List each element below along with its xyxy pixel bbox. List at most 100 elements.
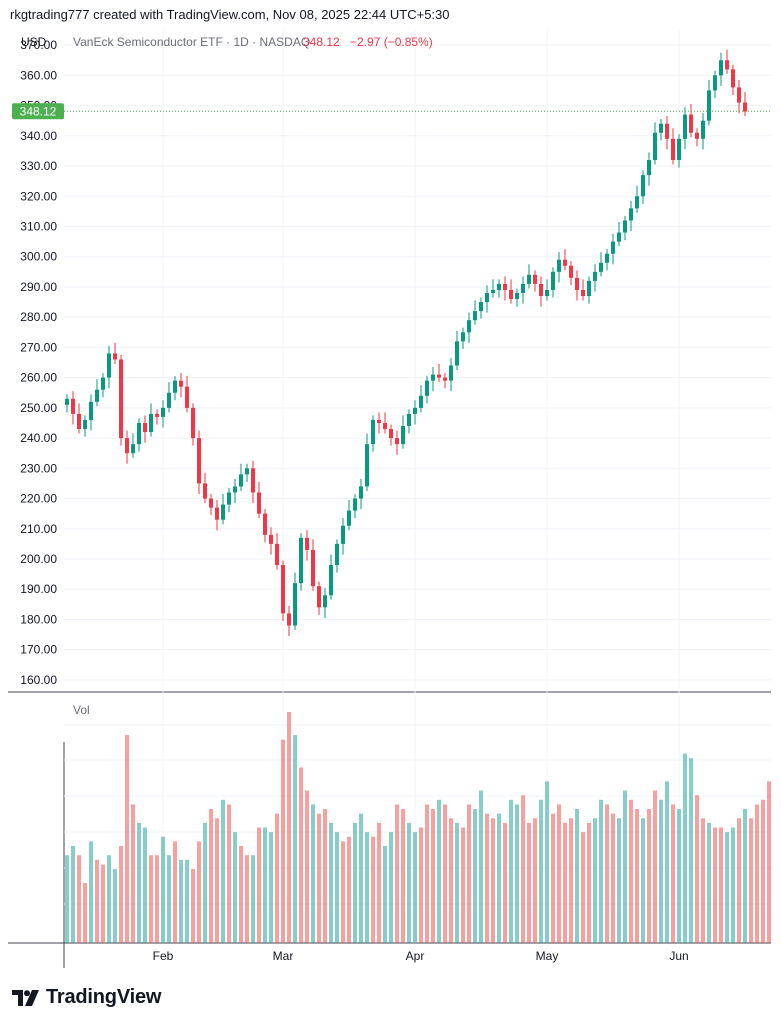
price-tag-label: 348.12 bbox=[20, 104, 57, 118]
volume-bar bbox=[509, 799, 513, 943]
y-tick-label: 290.00 bbox=[20, 280, 57, 294]
candle-body bbox=[491, 289, 495, 293]
candle-body bbox=[185, 386, 189, 408]
candle-body bbox=[701, 120, 705, 139]
price-tag bbox=[12, 103, 64, 120]
candle-body bbox=[689, 114, 693, 133]
candle-body bbox=[317, 586, 321, 608]
volume-bar bbox=[239, 845, 243, 943]
volume-bar bbox=[347, 836, 351, 943]
volume-bar bbox=[95, 859, 99, 943]
volume-bar bbox=[65, 855, 69, 943]
x-tick-label: Feb bbox=[153, 949, 174, 963]
volume-bar bbox=[491, 818, 495, 943]
candle-body bbox=[311, 549, 315, 587]
volume-bar bbox=[119, 845, 123, 943]
candle-body bbox=[149, 413, 153, 433]
price-chart[interactable]: 370.00360.00350.00340.00330.00320.00310.… bbox=[0, 0, 781, 980]
candle-body bbox=[449, 365, 453, 381]
legend-change: −2.97 (−0.85%) bbox=[350, 35, 433, 49]
volume-bar bbox=[227, 804, 231, 943]
volume-bar bbox=[677, 809, 681, 943]
volume-bar bbox=[263, 827, 267, 943]
candle-body bbox=[413, 407, 417, 414]
volume-bar bbox=[257, 827, 261, 943]
candle-body bbox=[497, 283, 501, 290]
volume-bar bbox=[455, 822, 459, 943]
candle-body bbox=[629, 208, 633, 221]
volume-bar bbox=[281, 739, 285, 943]
currency-label: USD bbox=[21, 35, 47, 49]
brand[interactable]: TradingView bbox=[12, 986, 161, 1009]
y-tick-label: 330.00 bbox=[20, 159, 57, 173]
volume-bar bbox=[527, 822, 531, 943]
legend-last-price: 348.12 bbox=[303, 35, 340, 49]
candle-body bbox=[83, 419, 87, 430]
candle-body bbox=[155, 413, 159, 417]
candle-body bbox=[437, 374, 441, 378]
candle-body bbox=[599, 262, 603, 272]
x-tick-label: Apr bbox=[406, 949, 425, 963]
volume-bar bbox=[437, 799, 441, 943]
volume-bar bbox=[359, 813, 363, 943]
volume-bar bbox=[245, 855, 249, 943]
tradingview-logo-icon bbox=[12, 989, 39, 1006]
volume-bar bbox=[179, 859, 183, 943]
volume-bar bbox=[305, 790, 309, 943]
candle-body bbox=[419, 395, 423, 408]
volume-bar bbox=[161, 836, 165, 943]
y-tick-label: 320.00 bbox=[20, 189, 57, 203]
candle-body bbox=[461, 332, 465, 342]
candle-body bbox=[563, 259, 567, 266]
candle-body bbox=[227, 492, 231, 505]
volume-bar bbox=[107, 855, 111, 943]
volume-bar bbox=[449, 818, 453, 943]
volume-bar bbox=[713, 827, 717, 943]
chart-header: rkgtrading777 created with TradingView.c… bbox=[10, 7, 450, 22]
volume-bar bbox=[557, 804, 561, 943]
candle-body bbox=[377, 419, 381, 423]
volume-bar bbox=[341, 841, 345, 943]
volume-bar bbox=[413, 832, 417, 943]
volume-bar bbox=[653, 790, 657, 943]
y-tick-label: 370.00 bbox=[20, 38, 57, 52]
volume-bar bbox=[599, 799, 603, 943]
candle-body bbox=[443, 377, 447, 381]
volume-bar bbox=[143, 827, 147, 943]
volume-bar bbox=[329, 822, 333, 943]
candle-body bbox=[173, 380, 177, 393]
volume-bar bbox=[683, 753, 687, 943]
candle-body bbox=[707, 90, 711, 121]
candle-body bbox=[581, 289, 585, 297]
volume-bar bbox=[659, 799, 663, 943]
volume-bar bbox=[539, 799, 543, 943]
volume-bar bbox=[611, 813, 615, 943]
candle-body bbox=[731, 69, 735, 88]
volume-bar bbox=[401, 809, 405, 943]
volume-bar bbox=[761, 799, 765, 943]
volume-bar bbox=[701, 818, 705, 943]
candle-body bbox=[71, 398, 75, 414]
volume-bar bbox=[167, 855, 171, 943]
candle-body bbox=[623, 220, 627, 233]
candle-body bbox=[161, 407, 165, 417]
volume-bar bbox=[173, 841, 177, 943]
candle-body bbox=[209, 498, 213, 508]
symbol-title: VanEck Semiconductor ETF · 1D · NASDAQ bbox=[73, 35, 310, 49]
candle-body bbox=[257, 492, 261, 514]
volume-bar bbox=[203, 822, 207, 943]
candle-body bbox=[515, 292, 519, 300]
y-tick-label: 210.00 bbox=[20, 522, 57, 536]
candle-body bbox=[737, 87, 741, 103]
volume-bar bbox=[89, 841, 93, 943]
candle-body bbox=[473, 311, 477, 321]
volume-bar bbox=[395, 804, 399, 943]
volume-bar bbox=[215, 818, 219, 943]
candle-body bbox=[341, 525, 345, 544]
candle-body bbox=[401, 425, 405, 445]
volume-bar bbox=[323, 809, 327, 943]
volume-bar bbox=[389, 832, 393, 943]
volume-bar bbox=[665, 781, 669, 943]
volume-bar bbox=[185, 859, 189, 943]
volume-bar bbox=[137, 822, 141, 943]
